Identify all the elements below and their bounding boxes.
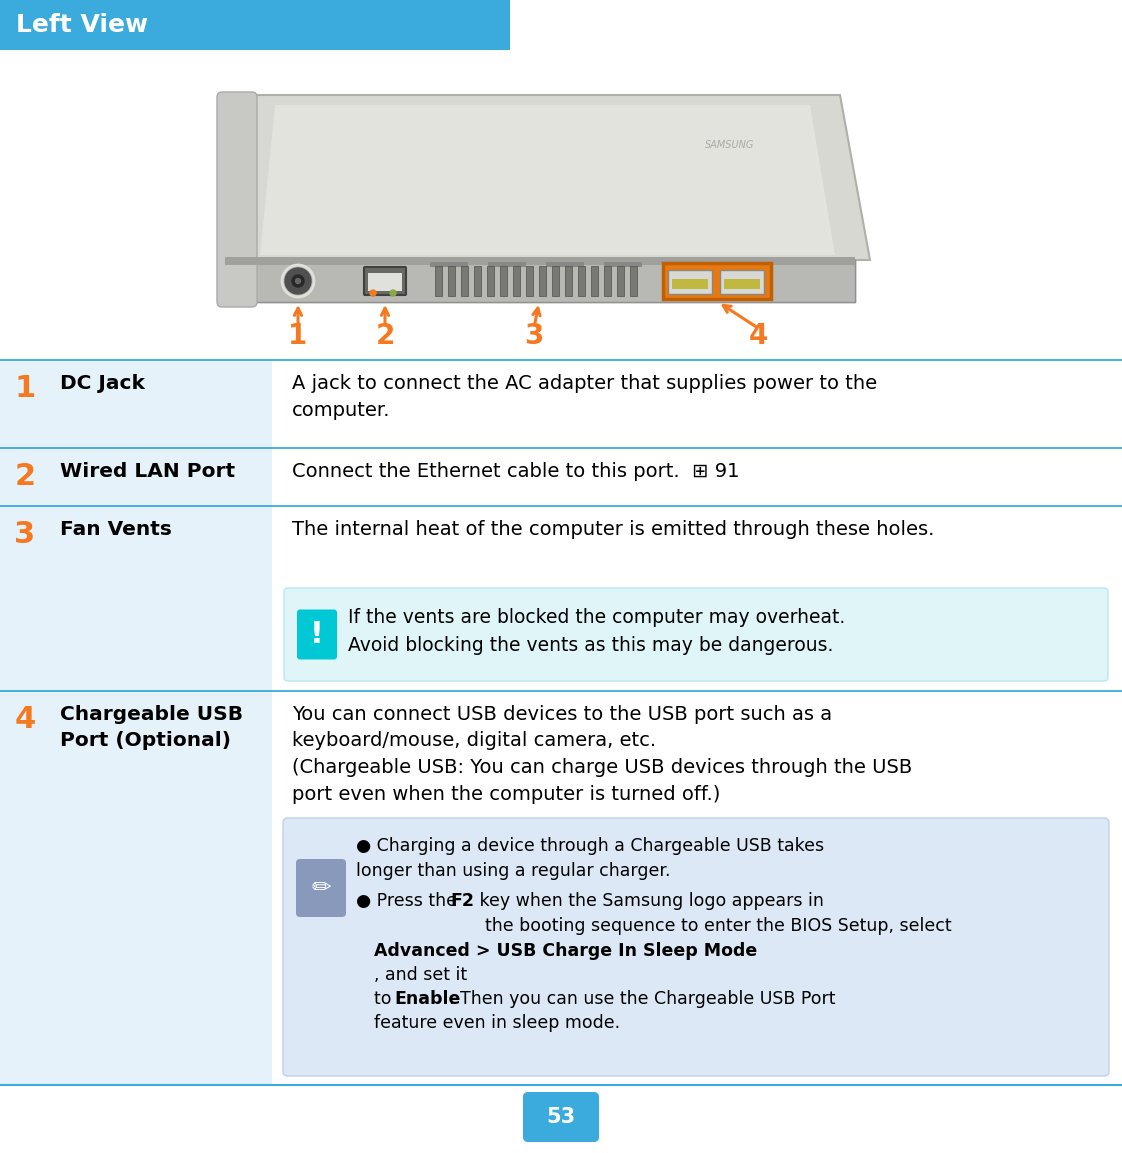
Bar — [662, 262, 700, 267]
Bar — [461, 266, 468, 296]
Text: 3: 3 — [524, 322, 544, 351]
Text: ✏: ✏ — [311, 876, 331, 900]
Bar — [617, 266, 624, 296]
Text: . Then you can use the Chargeable USB Port: . Then you can use the Chargeable USB Po… — [449, 990, 836, 1008]
FancyBboxPatch shape — [364, 267, 406, 295]
Bar — [226, 257, 855, 265]
Text: key when the Samsung logo appears in
  the booting sequence to enter the BIOS Se: key when the Samsung logo appears in the… — [473, 892, 951, 935]
FancyBboxPatch shape — [297, 610, 337, 660]
Bar — [430, 262, 468, 267]
Text: Left View: Left View — [16, 13, 148, 37]
Text: Fan Vents: Fan Vents — [59, 520, 172, 538]
FancyBboxPatch shape — [284, 588, 1109, 681]
Text: Enable: Enable — [394, 990, 460, 1008]
Bar — [245, 259, 855, 302]
Text: You can connect USB devices to the USB port such as a
keyboard/mouse, digital ca: You can connect USB devices to the USB p… — [292, 704, 912, 804]
Bar — [663, 263, 771, 299]
Bar — [272, 506, 1122, 691]
Bar — [0, 0, 511, 50]
Text: Wired LAN Port: Wired LAN Port — [59, 462, 236, 481]
Text: 1: 1 — [15, 374, 36, 404]
Bar — [272, 691, 1122, 1085]
Text: DC Jack: DC Jack — [59, 374, 145, 393]
Bar — [604, 262, 642, 267]
Text: , and set it: , and set it — [374, 966, 467, 984]
Bar — [0, 691, 272, 1085]
Text: 4: 4 — [15, 704, 36, 734]
Text: 2: 2 — [376, 322, 395, 351]
Text: 1: 1 — [288, 322, 307, 351]
Text: !: ! — [310, 620, 324, 649]
Bar — [488, 262, 526, 267]
FancyBboxPatch shape — [523, 1092, 599, 1141]
Bar — [604, 266, 611, 296]
Bar — [565, 266, 572, 296]
Bar — [629, 266, 637, 296]
FancyBboxPatch shape — [283, 817, 1109, 1076]
Bar — [500, 266, 507, 296]
Text: 4: 4 — [748, 322, 767, 351]
FancyBboxPatch shape — [296, 859, 346, 917]
Text: SAMSUNG: SAMSUNG — [706, 140, 755, 150]
Text: 53: 53 — [546, 1107, 576, 1126]
Text: The internal heat of the computer is emitted through these holes.: The internal heat of the computer is emi… — [292, 520, 935, 538]
Text: Connect the Ethernet cable to this port.  ⊞ 91: Connect the Ethernet cable to this port.… — [292, 462, 739, 481]
Bar — [487, 266, 494, 296]
Text: feature even in sleep mode.: feature even in sleep mode. — [374, 1013, 620, 1032]
Bar — [368, 273, 402, 291]
Text: F2: F2 — [450, 892, 473, 910]
Circle shape — [370, 291, 376, 296]
Bar — [578, 266, 585, 296]
Bar — [668, 270, 712, 294]
Text: ● Charging a device through a Chargeable USB takes
longer than using a regular c: ● Charging a device through a Chargeable… — [356, 837, 825, 880]
Bar — [272, 360, 1122, 449]
Text: to: to — [374, 990, 397, 1008]
Bar — [526, 266, 533, 296]
Text: If the vents are blocked the computer may overheat.
Avoid blocking the vents as : If the vents are blocked the computer ma… — [348, 608, 845, 655]
Bar — [448, 266, 456, 296]
Bar — [0, 360, 272, 449]
Circle shape — [295, 279, 301, 284]
Bar — [539, 266, 546, 296]
Bar — [591, 266, 598, 296]
Bar — [272, 449, 1122, 506]
Bar — [435, 266, 442, 296]
Polygon shape — [226, 95, 870, 259]
Circle shape — [390, 291, 396, 296]
Text: 2: 2 — [15, 462, 36, 491]
Bar — [546, 262, 583, 267]
Circle shape — [285, 267, 311, 294]
Bar — [720, 270, 764, 294]
Text: A jack to connect the AC adapter that supplies power to the
computer.: A jack to connect the AC adapter that su… — [292, 374, 877, 420]
Bar — [513, 266, 519, 296]
Bar — [0, 50, 1122, 360]
Bar — [473, 266, 481, 296]
Text: Chargeable USB
Port (Optional): Chargeable USB Port (Optional) — [59, 704, 243, 749]
Bar — [0, 506, 272, 691]
Bar — [724, 279, 760, 289]
Polygon shape — [260, 105, 835, 255]
FancyBboxPatch shape — [217, 92, 257, 307]
Text: 3: 3 — [15, 520, 36, 549]
Text: Advanced > USB Charge In Sleep Mode: Advanced > USB Charge In Sleep Mode — [374, 942, 757, 960]
Polygon shape — [226, 259, 855, 302]
Bar — [0, 449, 272, 506]
Bar — [672, 279, 708, 289]
Text: ● Press the: ● Press the — [356, 892, 462, 910]
Bar — [552, 266, 559, 296]
Circle shape — [292, 276, 304, 287]
